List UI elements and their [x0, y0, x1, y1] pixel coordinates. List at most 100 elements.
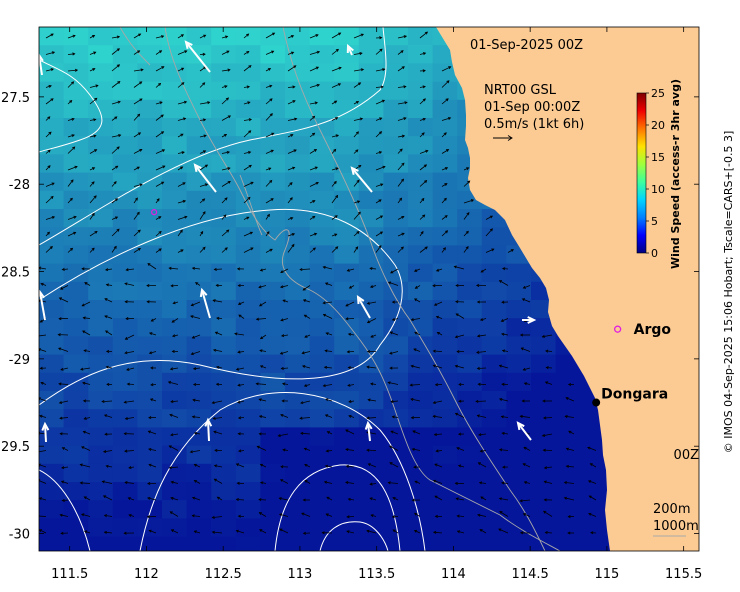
- wind-vector: [45, 246, 53, 253]
- wind-cell: [211, 190, 237, 210]
- wind-cell: [162, 555, 187, 574]
- wind-vector: [589, 463, 597, 468]
- wind-vector: [125, 317, 135, 321]
- wind-vector: [133, 183, 143, 187]
- wind-vector: [324, 464, 333, 468]
- wind-cell: [383, 354, 409, 374]
- wind-vector: [397, 134, 406, 138]
- wind-vector: [265, 179, 273, 187]
- wind-vector: [544, 381, 553, 385]
- wind-cell: [383, 172, 409, 192]
- wind-vector: [235, 529, 245, 534]
- wind-cell: [555, 463, 581, 483]
- wind-vector: [128, 514, 135, 517]
- wind-cell: [63, 445, 89, 465]
- wind-vector: [221, 35, 229, 39]
- wind-cell: [137, 27, 163, 46]
- wind-vector: [280, 268, 289, 273]
- wind-cell: [285, 354, 311, 374]
- contour-line: [39, 27, 387, 246]
- wind-vector: [238, 449, 245, 453]
- wind-vector: [309, 101, 319, 105]
- wind-vector: [199, 211, 206, 220]
- wind-cell: [39, 445, 65, 465]
- wind-cell: [506, 263, 532, 283]
- wind-vector: [325, 513, 333, 517]
- wind-vector: [387, 281, 399, 286]
- wind-cell: [260, 281, 286, 301]
- wind-cell: [211, 172, 237, 192]
- wind-vector: [419, 85, 426, 89]
- wind-cell: [162, 427, 188, 447]
- wind-cell: [39, 482, 65, 501]
- wind-vector: [67, 100, 73, 105]
- wind-cell: [408, 391, 434, 410]
- wind-vector: [331, 32, 342, 39]
- wind-vector: [133, 68, 144, 72]
- wind-vector: [67, 52, 76, 56]
- wind-vector: [282, 299, 289, 303]
- wind-vector: [544, 531, 553, 535]
- wind-vector: [236, 481, 245, 485]
- wind-vector: [111, 181, 117, 187]
- current-arrow: [39, 53, 44, 76]
- place-label: Dongara: [601, 387, 668, 403]
- wind-cell: [63, 281, 89, 301]
- wind-cell: [137, 391, 163, 410]
- x-tick-label: 112.5: [205, 567, 242, 582]
- wind-cell: [260, 136, 286, 155]
- wind-cell: [162, 536, 188, 551]
- wind-cell: [137, 372, 163, 392]
- wind-vector: [390, 268, 399, 274]
- wind-vector: [211, 400, 223, 405]
- wind-cell: [88, 445, 114, 465]
- wind-cell: [481, 500, 507, 519]
- wind-cell: [555, 372, 581, 392]
- place-markers: Dongara Argo: [151, 209, 671, 407]
- wind-cell: [137, 81, 163, 101]
- wind-vector: [147, 482, 157, 486]
- wind-vector: [432, 530, 443, 534]
- wind-vector: [397, 117, 407, 121]
- wind-vector: [309, 132, 316, 138]
- current-arrow: [39, 289, 46, 321]
- wind-vector: [61, 498, 69, 502]
- wind-vector: [243, 50, 250, 55]
- wind-cell: [309, 318, 335, 337]
- wind-cell: [358, 300, 384, 319]
- wind-cell: [334, 536, 360, 551]
- wind-vector: [169, 367, 179, 371]
- wind-cell: [383, 500, 409, 519]
- wind-cell: [408, 81, 434, 101]
- wind-cell: [211, 27, 237, 46]
- wind-vector: [192, 367, 201, 371]
- wind-vector: [322, 313, 333, 319]
- wind-vector: [104, 432, 113, 436]
- wind-vector: [177, 166, 184, 171]
- wind-vector: [67, 165, 78, 171]
- wind-vector: [345, 464, 355, 468]
- wind-vector: [346, 350, 355, 354]
- wind-vector: [477, 382, 487, 386]
- wind-cell: [235, 463, 261, 483]
- wind-vector: [375, 245, 382, 253]
- wind-cell: [235, 500, 261, 519]
- wind-cell: [358, 118, 384, 137]
- wind-cell: [63, 245, 89, 265]
- wind-vector: [277, 433, 289, 438]
- wind-vector: [265, 113, 273, 121]
- wind-vector: [331, 148, 337, 154]
- wind-vector: [331, 117, 339, 121]
- wind-cell: [506, 445, 532, 465]
- wind-cell: [112, 318, 138, 337]
- wind-cell: [432, 99, 458, 119]
- wind-vector: [287, 149, 297, 154]
- wind-cell: [285, 63, 311, 83]
- wind-vector: [177, 67, 185, 72]
- wind-cell: [432, 354, 458, 374]
- wind-vector: [45, 149, 51, 154]
- wind-vector: [302, 531, 311, 535]
- wind-cell: [506, 536, 532, 551]
- wind-cell: [137, 500, 163, 519]
- wind-cell: [63, 99, 89, 119]
